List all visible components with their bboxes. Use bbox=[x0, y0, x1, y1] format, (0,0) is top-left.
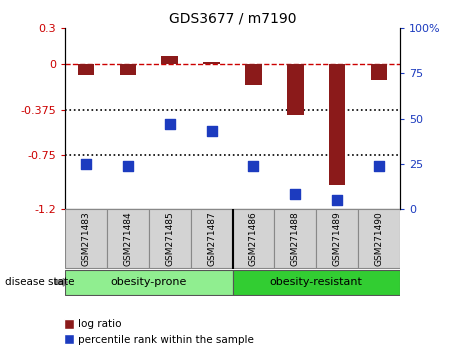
FancyBboxPatch shape bbox=[107, 210, 149, 268]
Text: GSM271483: GSM271483 bbox=[81, 212, 91, 266]
Bar bbox=[329, 64, 345, 185]
Text: GSM271490: GSM271490 bbox=[374, 212, 384, 266]
Point bbox=[124, 163, 132, 169]
FancyBboxPatch shape bbox=[191, 210, 232, 268]
Text: obesity-prone: obesity-prone bbox=[111, 277, 187, 287]
Text: GSM271486: GSM271486 bbox=[249, 212, 258, 266]
Bar bbox=[203, 62, 220, 64]
FancyBboxPatch shape bbox=[232, 210, 274, 268]
Bar bbox=[161, 56, 178, 64]
FancyBboxPatch shape bbox=[358, 210, 400, 268]
FancyBboxPatch shape bbox=[274, 210, 316, 268]
FancyBboxPatch shape bbox=[149, 210, 191, 268]
Bar bbox=[287, 64, 304, 115]
Point bbox=[250, 163, 257, 169]
FancyBboxPatch shape bbox=[65, 210, 107, 268]
Bar bbox=[245, 64, 262, 85]
Point bbox=[292, 192, 299, 197]
Title: GDS3677 / m7190: GDS3677 / m7190 bbox=[169, 12, 296, 26]
Text: GSM271488: GSM271488 bbox=[291, 212, 300, 266]
Point bbox=[208, 129, 215, 134]
Text: GSM271489: GSM271489 bbox=[332, 212, 342, 266]
Text: GSM271484: GSM271484 bbox=[123, 212, 133, 266]
Point bbox=[82, 161, 90, 167]
Text: disease state: disease state bbox=[5, 277, 74, 287]
Legend: log ratio, percentile rank within the sample: log ratio, percentile rank within the sa… bbox=[61, 315, 258, 349]
FancyBboxPatch shape bbox=[65, 270, 232, 295]
FancyBboxPatch shape bbox=[232, 270, 400, 295]
Point bbox=[375, 163, 383, 169]
Bar bbox=[78, 64, 94, 75]
FancyBboxPatch shape bbox=[316, 210, 358, 268]
Point bbox=[333, 197, 341, 202]
Text: obesity-resistant: obesity-resistant bbox=[270, 277, 363, 287]
Bar bbox=[371, 64, 387, 80]
Text: GSM271485: GSM271485 bbox=[165, 212, 174, 266]
Point bbox=[166, 121, 173, 127]
Bar bbox=[120, 64, 136, 75]
Text: GSM271487: GSM271487 bbox=[207, 212, 216, 266]
